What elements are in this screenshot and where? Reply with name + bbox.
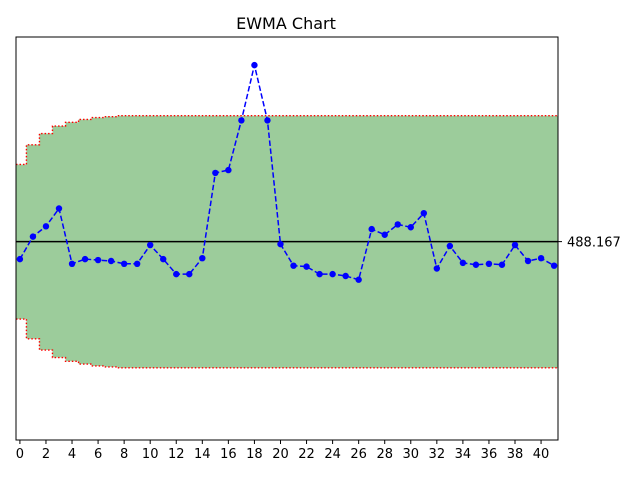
ewma-point — [107, 257, 115, 265]
plot-frame — [15, 36, 559, 441]
ewma-point — [29, 233, 37, 240]
ewma-point — [186, 270, 193, 278]
ewma-point — [472, 261, 480, 268]
x-tick-label: 8 — [120, 447, 128, 462]
ewma-point — [316, 270, 323, 278]
ewma-point — [238, 117, 245, 124]
x-tick-label: 0 — [16, 447, 24, 462]
ewma-point — [277, 240, 284, 248]
x-axis: 0 2 4 6 8 10 12 14 16 18 20 22 24 26 28 30 32 34 36 38 40 — [16, 241, 562, 462]
ewma-point — [381, 231, 388, 238]
x-tick-label: 4 — [68, 447, 76, 462]
ewma-point — [199, 254, 206, 262]
ewma-point — [133, 260, 141, 268]
x-tick-label: 34 — [455, 447, 472, 462]
ewma-point — [212, 169, 219, 177]
x-tick-label: 20 — [272, 447, 289, 462]
ewma-point — [485, 260, 493, 268]
x-tick-label: 26 — [350, 447, 367, 462]
ewma-point — [160, 255, 167, 263]
ewma-point — [550, 262, 558, 269]
ewma-point — [120, 260, 128, 268]
center-line-label: 488.167 — [567, 236, 621, 251]
x-tick-label: 28 — [376, 447, 393, 462]
ewma-point — [16, 255, 24, 263]
ewma-point — [420, 209, 428, 217]
x-tick-label: 40 — [533, 447, 550, 462]
ewma-point — [407, 224, 414, 231]
x-tick-label: 36 — [481, 447, 498, 462]
ewma-point — [290, 262, 297, 269]
plot-area — [16, 61, 558, 369]
x-tick-label: 18 — [246, 447, 263, 462]
ewma-point — [303, 263, 310, 270]
x-tick-label: 38 — [507, 447, 524, 462]
x-tick-label: 2 — [42, 447, 50, 462]
ewma-point — [355, 276, 362, 283]
ewma-point — [537, 254, 545, 262]
ewma-point — [446, 242, 454, 250]
x-tick-label: 14 — [194, 447, 211, 462]
ewma-point — [459, 259, 467, 267]
ewma-point — [81, 255, 89, 263]
ewma-point — [251, 61, 258, 69]
ewma-point — [225, 166, 232, 174]
x-tick-label: 10 — [142, 447, 159, 462]
x-tick-label: 22 — [298, 447, 315, 462]
ewma-point — [498, 261, 506, 268]
x-tick-label: 30 — [403, 447, 420, 462]
ewma-point — [524, 257, 532, 265]
ewma-point — [173, 270, 180, 278]
ewma-point — [329, 270, 336, 278]
ewma-point — [68, 260, 76, 268]
x-tick-label: 6 — [94, 447, 102, 462]
ewma-point — [42, 223, 50, 230]
ewma-point — [394, 221, 401, 228]
ewma-point — [433, 265, 441, 272]
chart-title: EWMA Chart — [236, 14, 336, 33]
ewma-point — [342, 272, 349, 280]
x-tick-label: 32 — [429, 447, 446, 462]
ewma-point — [264, 117, 271, 124]
ewma-point — [55, 205, 63, 212]
ewma-point — [146, 241, 154, 249]
ewma-point — [368, 225, 375, 233]
ewma-point — [511, 241, 519, 249]
ewma-point — [94, 256, 102, 264]
x-tick-label: 16 — [220, 447, 237, 462]
x-tick-label: 24 — [324, 447, 341, 462]
x-tick-label: 12 — [168, 447, 185, 462]
